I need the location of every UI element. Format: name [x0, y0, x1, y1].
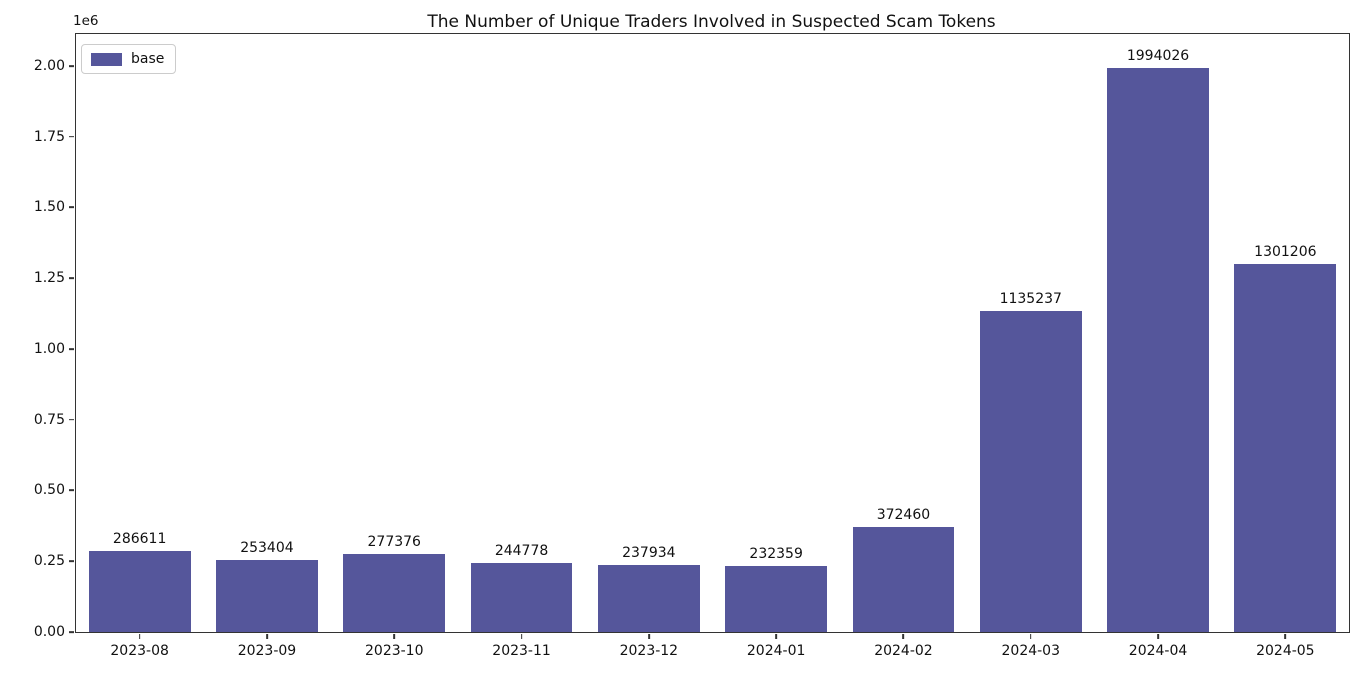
y-axis-tick: [69, 65, 75, 67]
chart-title: The Number of Unique Traders Involved in…: [427, 12, 996, 32]
bar-value-label: 286611: [112, 530, 167, 547]
y-tick-label: 2.00: [33, 57, 65, 74]
y-axis-tick: [69, 277, 75, 280]
bar: [597, 564, 700, 632]
x-tick-label: 2024-01: [746, 643, 806, 659]
x-tick-label: 2024-03: [1001, 643, 1061, 659]
x-tick-label: 2023-10: [365, 643, 424, 659]
bar: [1234, 263, 1337, 632]
y-tick-label: 1.50: [33, 199, 65, 216]
bar: [88, 550, 191, 632]
bar: [852, 526, 955, 632]
x-axis-tick: [266, 633, 268, 639]
x-axis-tick: [393, 633, 396, 639]
x-axis-tick: [1157, 633, 1159, 639]
y-axis-tick: [69, 631, 75, 633]
bar-value-label: 232359: [749, 546, 803, 563]
bar-value-label: 1994026: [1126, 47, 1190, 64]
bar-value-label: 372460: [876, 506, 931, 523]
y-tick-label: 1.25: [33, 270, 65, 287]
x-axis-tick: [775, 633, 777, 639]
x-tick-label: 2023-12: [619, 643, 679, 659]
y-tick-label: 0.25: [33, 553, 65, 570]
x-tick-label: 2023-08: [110, 643, 169, 659]
bar: [470, 562, 573, 632]
bar: [1107, 67, 1209, 632]
y-axis-tick: [69, 348, 75, 350]
legend-swatch: [91, 52, 122, 66]
y-axis-tick: [69, 560, 75, 563]
y-axis-tick: [69, 206, 75, 209]
x-axis-tick: [1284, 633, 1287, 639]
x-axis-tick: [648, 633, 650, 639]
legend-label: base: [131, 51, 165, 67]
bar-value-label: 237934: [622, 544, 676, 561]
bar: [725, 566, 828, 632]
y-axis-tick: [69, 135, 75, 138]
x-axis-tick: [138, 633, 141, 639]
x-tick-label: 2023-09: [237, 643, 297, 659]
x-axis-tick: [1029, 633, 1032, 639]
legend: base: [81, 44, 177, 74]
x-tick-label: 2023-11: [492, 643, 551, 659]
y-axis-tick: [69, 489, 75, 492]
bar: [979, 310, 1082, 632]
bar: [216, 560, 318, 632]
bar-value-label: 277376: [367, 533, 421, 550]
x-axis-tick: [520, 633, 523, 639]
bar: [343, 553, 446, 632]
y-tick-label: 1.75: [33, 128, 65, 145]
plot-area: base 286611 2023-08 253404 2023-09 277376 202…: [34, 33, 1350, 659]
y-axis-tick: [69, 418, 75, 421]
x-tick-label: 2024-05: [1256, 643, 1315, 659]
x-axis-tick: [902, 633, 905, 639]
bar-value-label: 253404: [240, 540, 294, 557]
y-tick-label: 0.00: [33, 624, 65, 640]
bar-value-label: 1301206: [1254, 243, 1317, 260]
y-axis-offset-label: 1e6: [73, 13, 99, 29]
x-tick-label: 2024-04: [1128, 643, 1188, 659]
y-tick-label: 1.00: [33, 340, 65, 357]
x-tick-label: 2024-02: [874, 643, 933, 659]
y-tick-label: 0.75: [33, 411, 65, 428]
bar-value-label: 244778: [494, 542, 549, 559]
bar-value-label: 1135237: [999, 290, 1062, 307]
y-tick-label: 0.50: [33, 482, 65, 499]
